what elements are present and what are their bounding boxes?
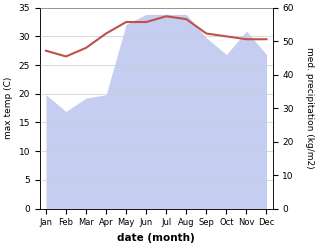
Y-axis label: med. precipitation (kg/m2): med. precipitation (kg/m2) [305, 47, 314, 169]
Y-axis label: max temp (C): max temp (C) [4, 77, 13, 139]
X-axis label: date (month): date (month) [117, 233, 195, 243]
